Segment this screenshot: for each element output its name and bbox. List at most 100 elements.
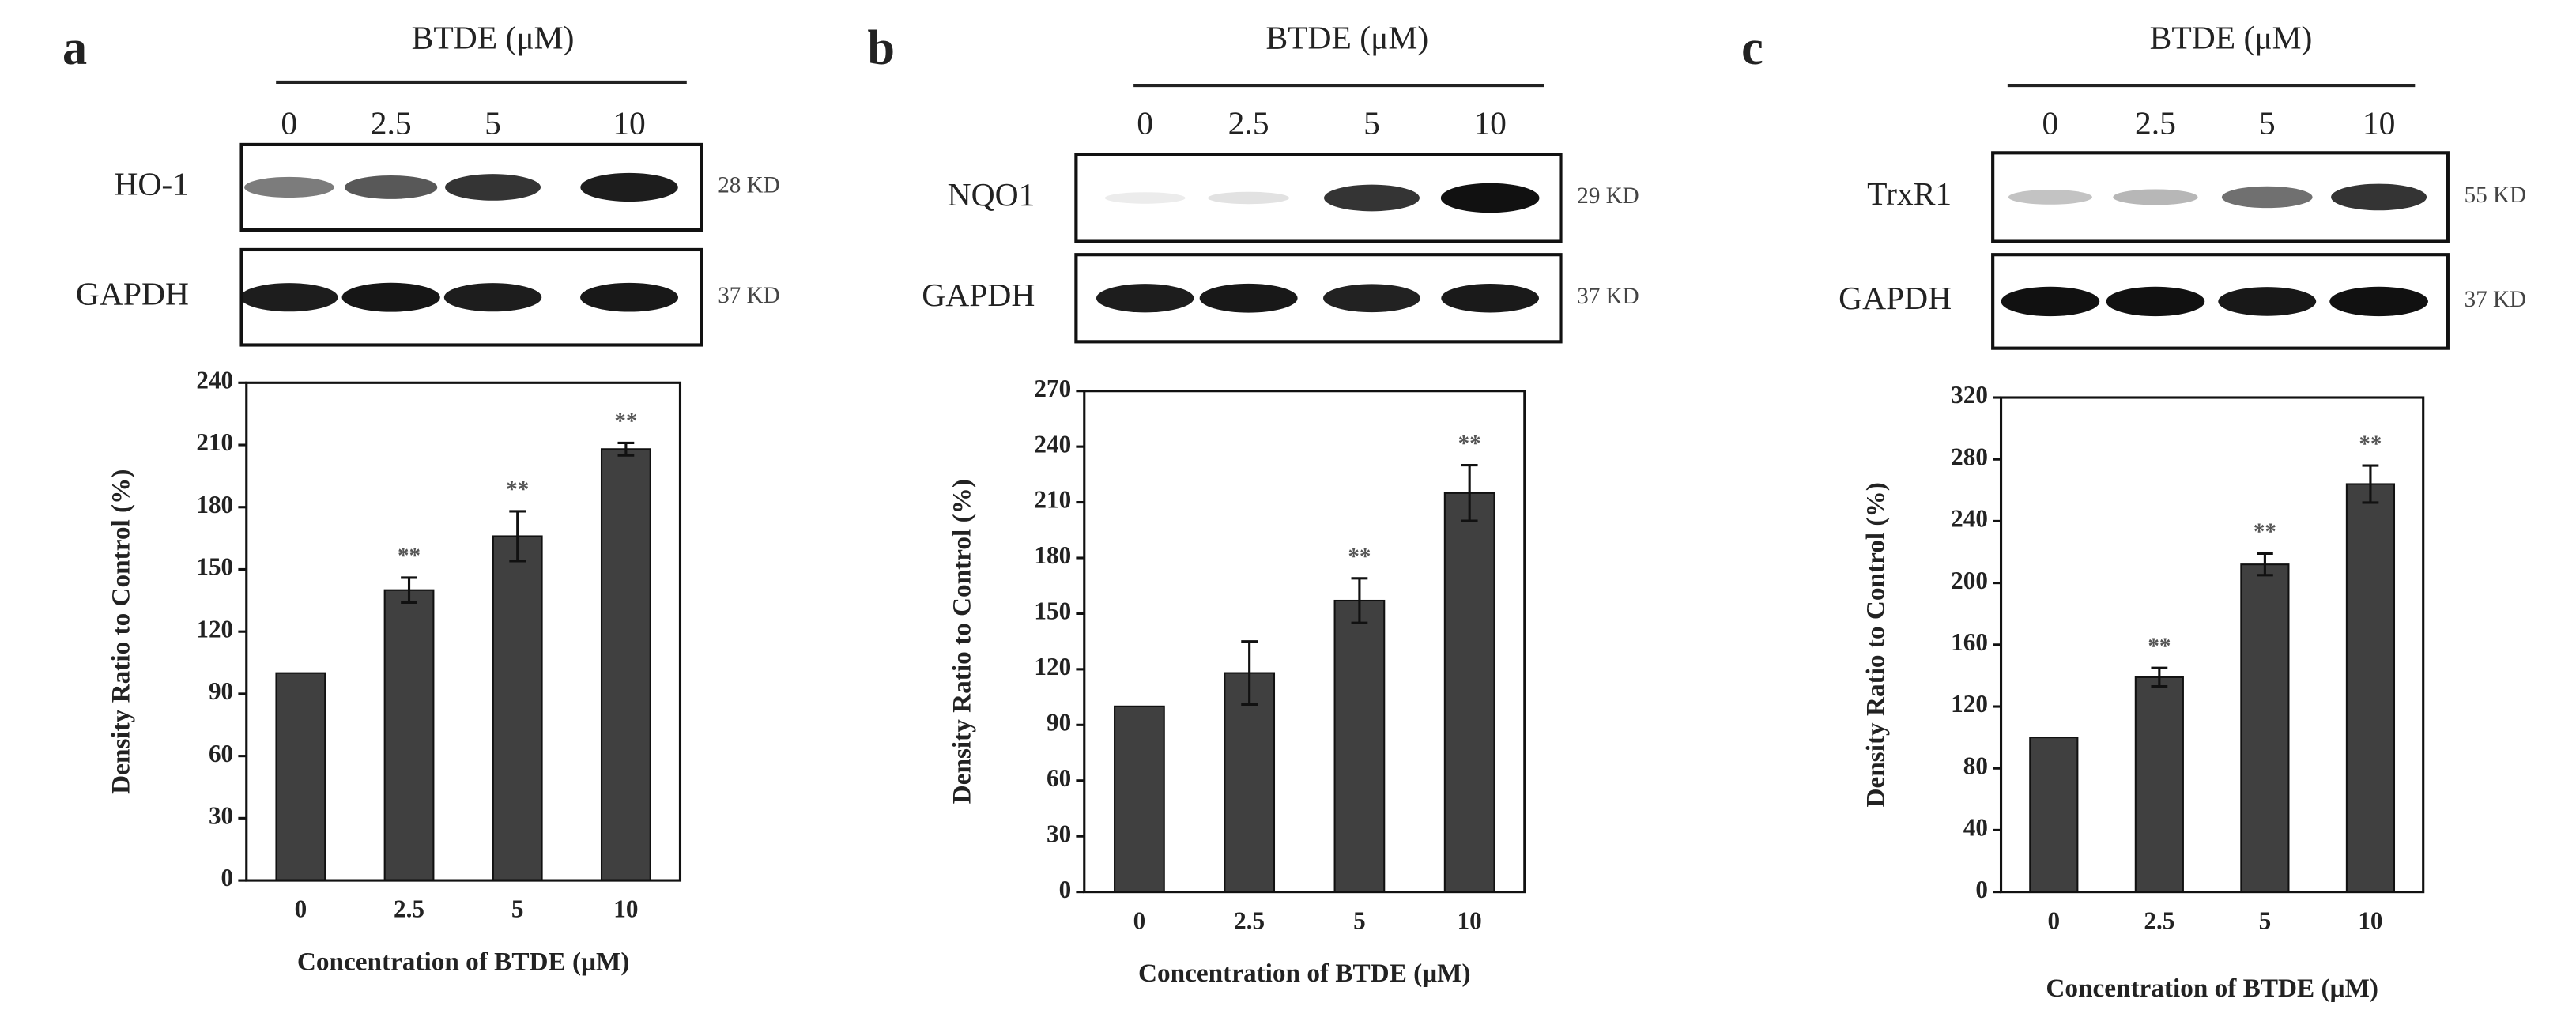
x-tick-label: 5 <box>511 895 524 923</box>
x-tick-label: 0 <box>2048 906 2061 934</box>
x-tick-label: 10 <box>613 895 638 923</box>
lane-label: 0 <box>281 105 297 141</box>
significance: ** <box>2359 431 2382 457</box>
y-tick-label: 0 <box>221 864 234 891</box>
bar <box>275 672 326 882</box>
blot-header: BTDE (μM) <box>2150 20 2313 57</box>
significance: ** <box>614 409 637 434</box>
blot-size: 29 KD <box>1577 183 1639 209</box>
blot-band <box>2001 286 2100 317</box>
x-tick-label: 0 <box>1133 906 1146 934</box>
y-tick-label: 30 <box>209 802 233 830</box>
y-axis-label: Density Ratio to Control (%) <box>107 469 136 794</box>
y-tick-label: 90 <box>1047 708 1071 736</box>
blot-band <box>2113 189 2198 205</box>
blot-row-name: GAPDH <box>1839 280 1952 316</box>
y-tick-label: 210 <box>1034 486 1071 514</box>
y-tick-label: 200 <box>1951 567 1988 594</box>
y-tick-label: 120 <box>1034 653 1071 680</box>
lane-label: 2.5 <box>2135 105 2176 141</box>
error-bar <box>617 441 635 457</box>
y-tick-label: 280 <box>1951 443 1988 470</box>
y-tick-label: 160 <box>1951 628 1988 656</box>
blot-band <box>2008 190 2092 205</box>
significance: ** <box>506 477 529 503</box>
x-tick-label: 10 <box>1458 906 1482 934</box>
panel-letter: a <box>62 21 87 75</box>
x-axis-label: Concentration of BTDE (μM) <box>297 948 630 977</box>
bar <box>600 448 651 882</box>
blot-band <box>1323 284 1420 313</box>
blot-band <box>2218 287 2317 316</box>
x-tick-label: 5 <box>2259 906 2272 934</box>
blot-band <box>580 172 678 202</box>
y-tick-label: 210 <box>196 428 233 456</box>
y-tick-label: 180 <box>1034 541 1071 569</box>
significance: ** <box>1458 431 1481 456</box>
x-tick-label: 5 <box>1353 906 1366 934</box>
lane-label: 5 <box>485 105 501 141</box>
error-bar <box>1241 640 1258 707</box>
y-tick-label: 80 <box>1963 752 1988 779</box>
error-bar <box>2362 464 2379 504</box>
y-tick-label: 320 <box>1951 381 1988 409</box>
plot-frame <box>1083 390 1526 894</box>
blot-band <box>1096 284 1194 313</box>
blot-band <box>2329 286 2428 317</box>
blot-band <box>1441 284 1540 313</box>
error-bar <box>2151 666 2168 688</box>
blot-size: 55 KD <box>2465 183 2526 208</box>
y-tick-label: 60 <box>1047 764 1071 792</box>
x-tick-label: 2.5 <box>1234 906 1265 934</box>
blot-size: 37 KD <box>718 283 779 308</box>
bar <box>2134 676 2184 893</box>
bar <box>1333 599 1386 893</box>
x-tick-label: 0 <box>295 895 307 923</box>
lane-label: 5 <box>1363 105 1380 141</box>
x-tick-label: 2.5 <box>2144 906 2174 934</box>
blot-size: 28 KD <box>718 173 779 198</box>
lane-label: 10 <box>1473 105 1507 141</box>
lane-label: 0 <box>2042 105 2059 141</box>
y-tick-label: 240 <box>1034 430 1071 458</box>
lane-label: 2.5 <box>371 105 412 141</box>
blot-row-name: GAPDH <box>76 276 189 312</box>
lane-label: 2.5 <box>1228 105 1269 141</box>
y-tick-label: 240 <box>196 366 233 394</box>
blot-row-name: TrxR1 <box>1867 175 1952 212</box>
blot-band <box>580 282 679 312</box>
y-tick-label: 120 <box>196 615 233 643</box>
blot-size: 37 KD <box>2465 287 2526 312</box>
blot-band <box>443 283 542 312</box>
bar <box>1443 492 1495 893</box>
panel-letter: b <box>867 21 895 75</box>
y-tick-label: 0 <box>1059 876 1072 903</box>
blot-band <box>1324 184 1420 212</box>
y-tick-label: 60 <box>209 740 233 767</box>
blot-band <box>1208 191 1289 205</box>
bar <box>1114 705 1165 893</box>
bar <box>2240 563 2290 893</box>
y-axis-label: Density Ratio to Control (%) <box>1861 482 1890 807</box>
y-tick-label: 30 <box>1047 820 1071 847</box>
y-tick-label: 270 <box>1034 375 1071 402</box>
blot-band <box>2221 186 2313 209</box>
blot-band <box>240 283 338 312</box>
blot-band <box>1199 283 1298 313</box>
error-bar <box>401 576 417 605</box>
panel-letter: c <box>1741 21 1763 75</box>
plot-frame <box>245 381 682 882</box>
blot-header: BTDE (μM) <box>1265 20 1428 57</box>
blot-size: 37 KD <box>1577 284 1639 309</box>
blot-band <box>1440 183 1540 213</box>
y-tick-label: 40 <box>1963 814 1988 842</box>
y-tick-label: 240 <box>1951 505 1988 533</box>
blot-band <box>2106 286 2205 317</box>
blot-row-name: NQO1 <box>948 176 1035 213</box>
bar <box>492 535 543 882</box>
lane-label: 10 <box>613 105 646 141</box>
blot-band <box>341 282 440 312</box>
blot-row-name: HO-1 <box>114 165 189 202</box>
lane-label: 5 <box>2259 105 2276 141</box>
